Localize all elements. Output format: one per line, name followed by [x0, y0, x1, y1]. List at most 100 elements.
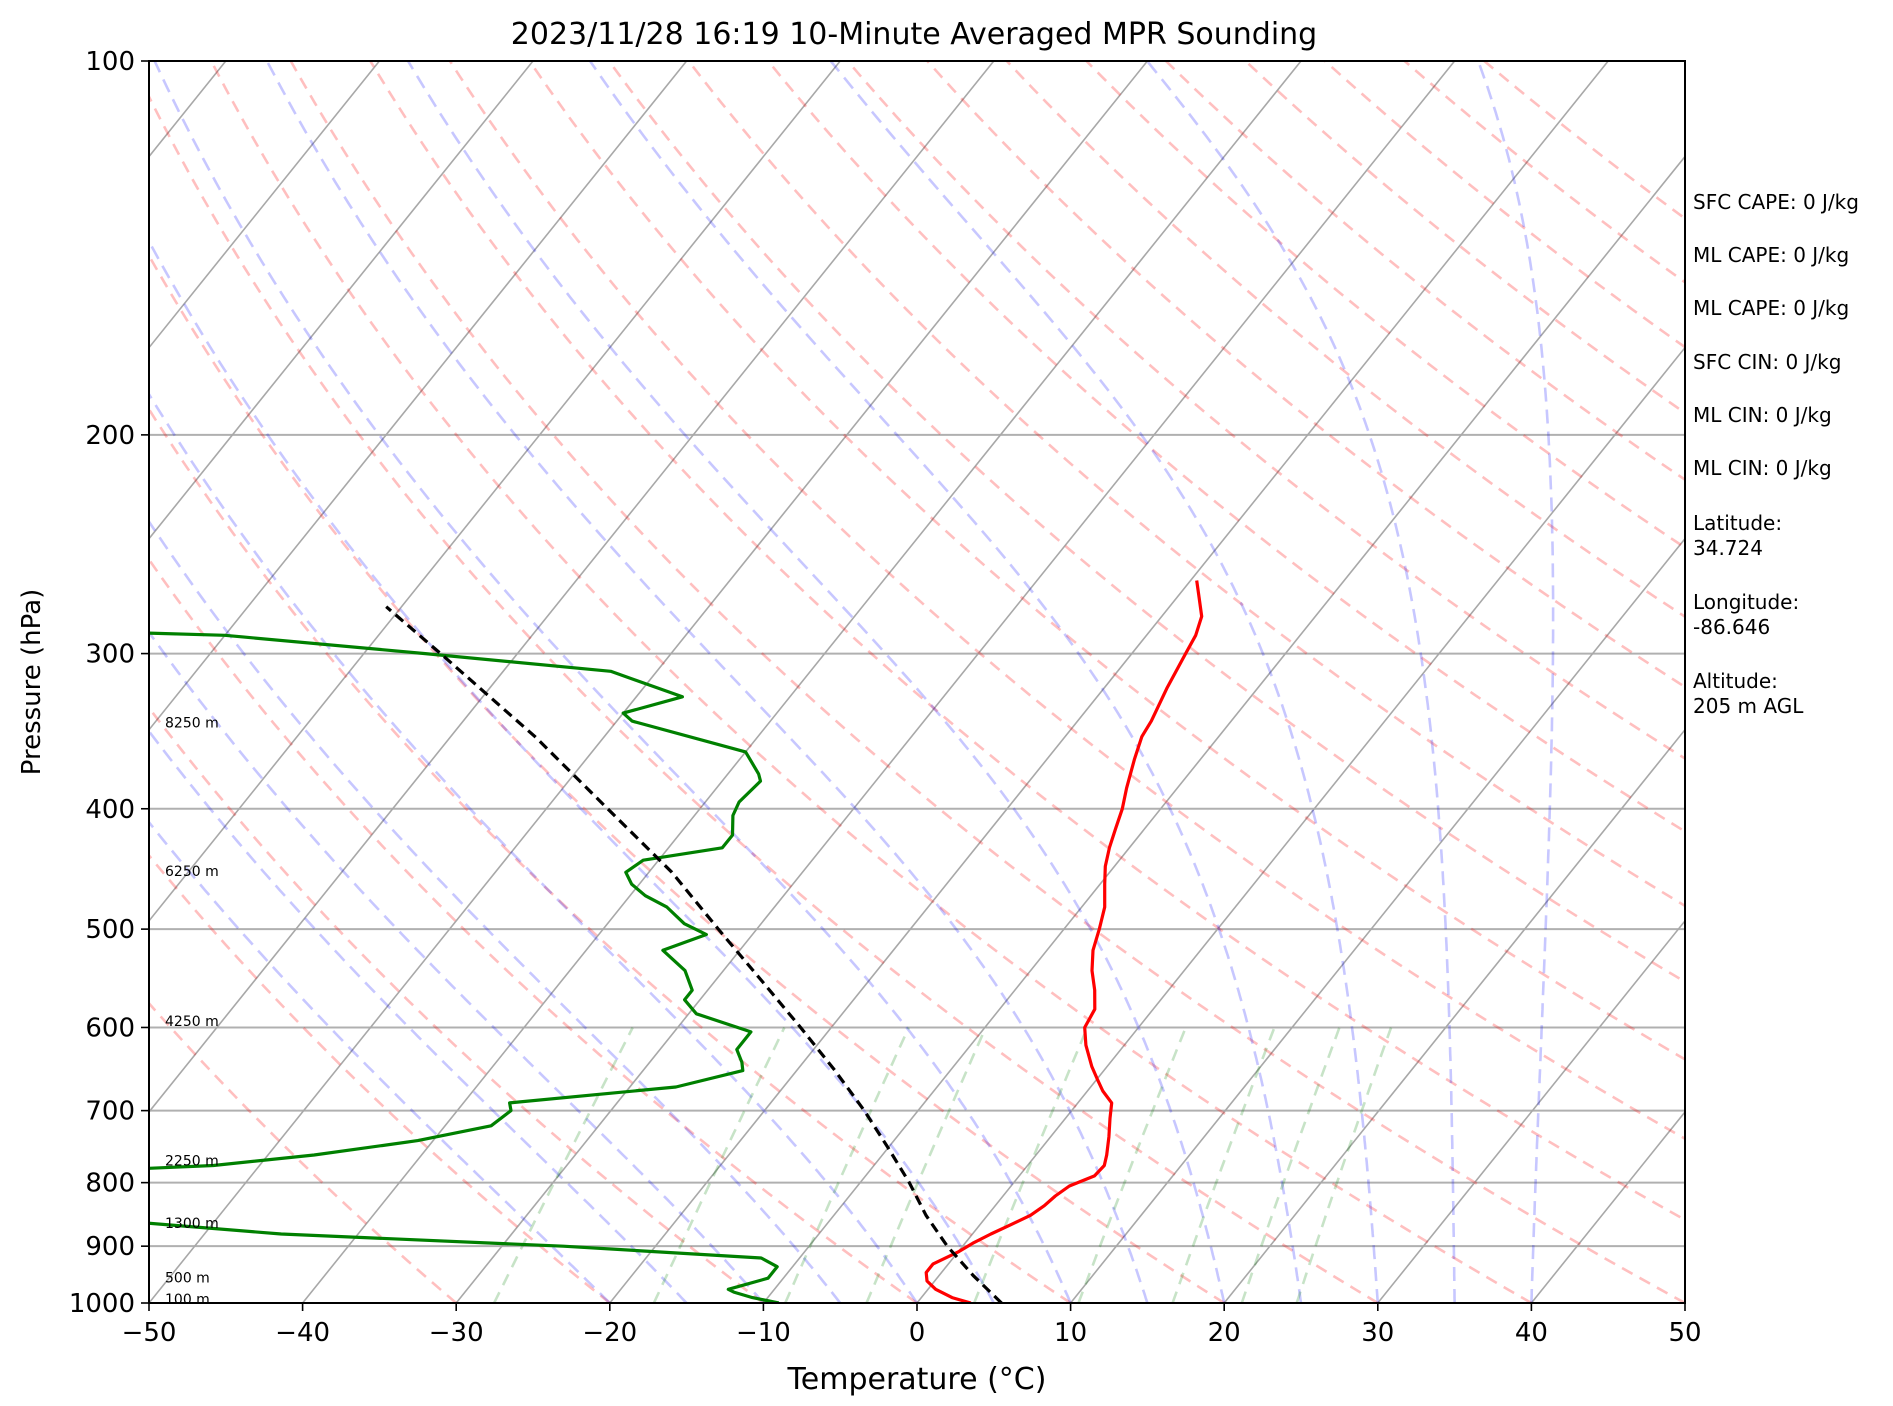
- y-tick-label: 100: [85, 47, 135, 77]
- isobar-grid: [149, 433, 1685, 1248]
- x-tick-label: 30: [1361, 1318, 1394, 1348]
- height-label: 1300 m: [165, 1216, 219, 1232]
- isotherm--70: [149, 61, 841, 923]
- moist-adiabat: [149, 729, 688, 1303]
- mixing-ratio-line: [1171, 1027, 1276, 1303]
- x-tick-label: −10: [736, 1318, 791, 1348]
- x-tick-label: 20: [1208, 1318, 1241, 1348]
- x-tick-label: 10: [1054, 1318, 1087, 1348]
- moist-adiabat: [149, 519, 842, 1303]
- x-tick-label: 0: [909, 1318, 926, 1348]
- y-tick-label: 200: [85, 421, 135, 451]
- isotherm-0: [916, 346, 1685, 1303]
- sounding-profiles: [149, 580, 1204, 1303]
- isotherm--90: [149, 61, 534, 540]
- moist-adiabat: [149, 238, 995, 1303]
- isotherm--10: [762, 155, 1685, 1303]
- x-tick-label: −20: [582, 1318, 637, 1348]
- isotherm-30: [1377, 919, 1685, 1303]
- isotherm--60: [149, 61, 995, 1114]
- dewpoint-profile: [149, 631, 780, 1303]
- height-label: 6250 m: [165, 864, 219, 880]
- isotherm--100: [149, 61, 381, 349]
- mixing-ratio-line: [972, 1026, 1089, 1303]
- moist-adiabat: [149, 630, 765, 1303]
- mixing-ratio-line: [492, 1026, 634, 1303]
- dry-adiabat: [1164, 61, 1685, 482]
- parcel-profile: [385, 605, 1003, 1303]
- mixing-ratio-line: [652, 1026, 786, 1303]
- x-tick-label: −30: [429, 1318, 484, 1348]
- dry-adiabat: [846, 61, 1685, 761]
- temperature-profile: [924, 580, 1204, 1303]
- isotherm-grid: [149, 61, 1685, 1303]
- dry-adiabat: [1005, 61, 1685, 619]
- dry-adiabat: [448, 61, 1685, 1141]
- info-ml-cape-1: ML CAPE: 0 J/kg: [1693, 243, 1850, 267]
- info-sfc-cape: SFC CAPE: 0 J/kg: [1693, 190, 1859, 214]
- dry-adiabat: [149, 1001, 458, 1303]
- isotherm--50: [149, 61, 1149, 1303]
- info-longitude: Longitude: -86.646: [1693, 590, 1800, 639]
- mixing-ratio-line: [1077, 1027, 1187, 1303]
- dry-adiabat: [926, 61, 1685, 689]
- mixing-ratio-line: [784, 1026, 910, 1303]
- dry-adiabat: [1085, 61, 1685, 550]
- info-ml-cin-1: ML CIN: 0 J/kg: [1693, 403, 1832, 427]
- info-latitude: Latitude: 34.724: [1693, 511, 1783, 560]
- isotherm-20: [1223, 728, 1685, 1303]
- x-tick-label: −40: [275, 1318, 330, 1348]
- dry-adiabat: [149, 557, 918, 1303]
- y-tick-label: 400: [85, 795, 135, 825]
- info-sfc-cin: SFC CIN: 0 J/kg: [1693, 350, 1842, 374]
- y-tick-label: 700: [85, 1097, 135, 1127]
- dry-adiabat: [149, 93, 1379, 1303]
- dry-adiabat: [149, 705, 765, 1303]
- y-tick-label: 800: [85, 1169, 135, 1199]
- mixing-ratio-lines: [492, 1026, 1393, 1303]
- x-axis-label: Temperature (°C): [787, 1362, 1047, 1397]
- isotherm--20: [609, 61, 1609, 1303]
- height-label: 2250 m: [165, 1154, 219, 1170]
- chart-title: 2023/11/28 16:19 10-Minute Averaged MPR …: [511, 17, 1317, 52]
- isotherm--40: [301, 61, 1302, 1303]
- height-label: 8250 m: [165, 716, 219, 732]
- dry-adiabat: [149, 253, 1225, 1303]
- x-tick-label: 50: [1668, 1318, 1701, 1348]
- y-axis-label: Pressure (hPa): [17, 589, 47, 776]
- dry-adiabat: [369, 61, 1685, 1222]
- height-label: 500 m: [165, 1271, 210, 1287]
- moist-adiabat: [406, 61, 1226, 1303]
- y-axis: 100 200 300 400 500 600 700 800 900 1000: [69, 47, 149, 1319]
- isotherm--30: [455, 61, 1456, 1303]
- moist-adiabat: [588, 61, 1303, 1303]
- x-tick-label: −50: [122, 1318, 177, 1348]
- moist-adiabat: [265, 61, 1149, 1303]
- height-label: 100 m: [165, 1292, 210, 1308]
- moist-adiabat: [1476, 61, 1555, 1303]
- y-tick-label: 500: [85, 915, 135, 945]
- isotherm--80: [149, 61, 688, 732]
- dry-adiabats: [149, 61, 1685, 1303]
- moist-adiabats: [149, 61, 1555, 1303]
- dry-adiabat: [528, 61, 1685, 1061]
- x-tick-label: 40: [1515, 1318, 1548, 1348]
- mixing-ratio-line: [1295, 1027, 1393, 1303]
- dry-adiabat: [289, 61, 1685, 1303]
- dry-adiabat: [767, 61, 1685, 833]
- info-ml-cape-2: ML CAPE: 0 J/kg: [1693, 296, 1850, 320]
- moist-adiabat: [1146, 61, 1456, 1303]
- plot-area: [149, 61, 1685, 1303]
- x-axis: −50 −40 −30 −20 −10 0 10 20 30 40 50: [122, 1303, 1702, 1348]
- mixing-ratio-line: [1240, 1027, 1341, 1303]
- dry-adiabat: [687, 61, 1685, 908]
- height-label: 4250 m: [165, 1014, 219, 1030]
- height-labels: 8250 m 6250 m 4250 m 2250 m 1300 m 500 m 100 m: [165, 716, 219, 1309]
- info-altitude: Altitude: 205 m AGL: [1693, 669, 1804, 718]
- y-tick-label: 600: [85, 1013, 135, 1043]
- info-ml-cin-2: ML CIN: 0 J/kg: [1693, 456, 1832, 480]
- isotherm-10: [1069, 537, 1685, 1303]
- moist-adiabat: [829, 61, 1380, 1303]
- y-tick-label: 1000: [69, 1289, 135, 1319]
